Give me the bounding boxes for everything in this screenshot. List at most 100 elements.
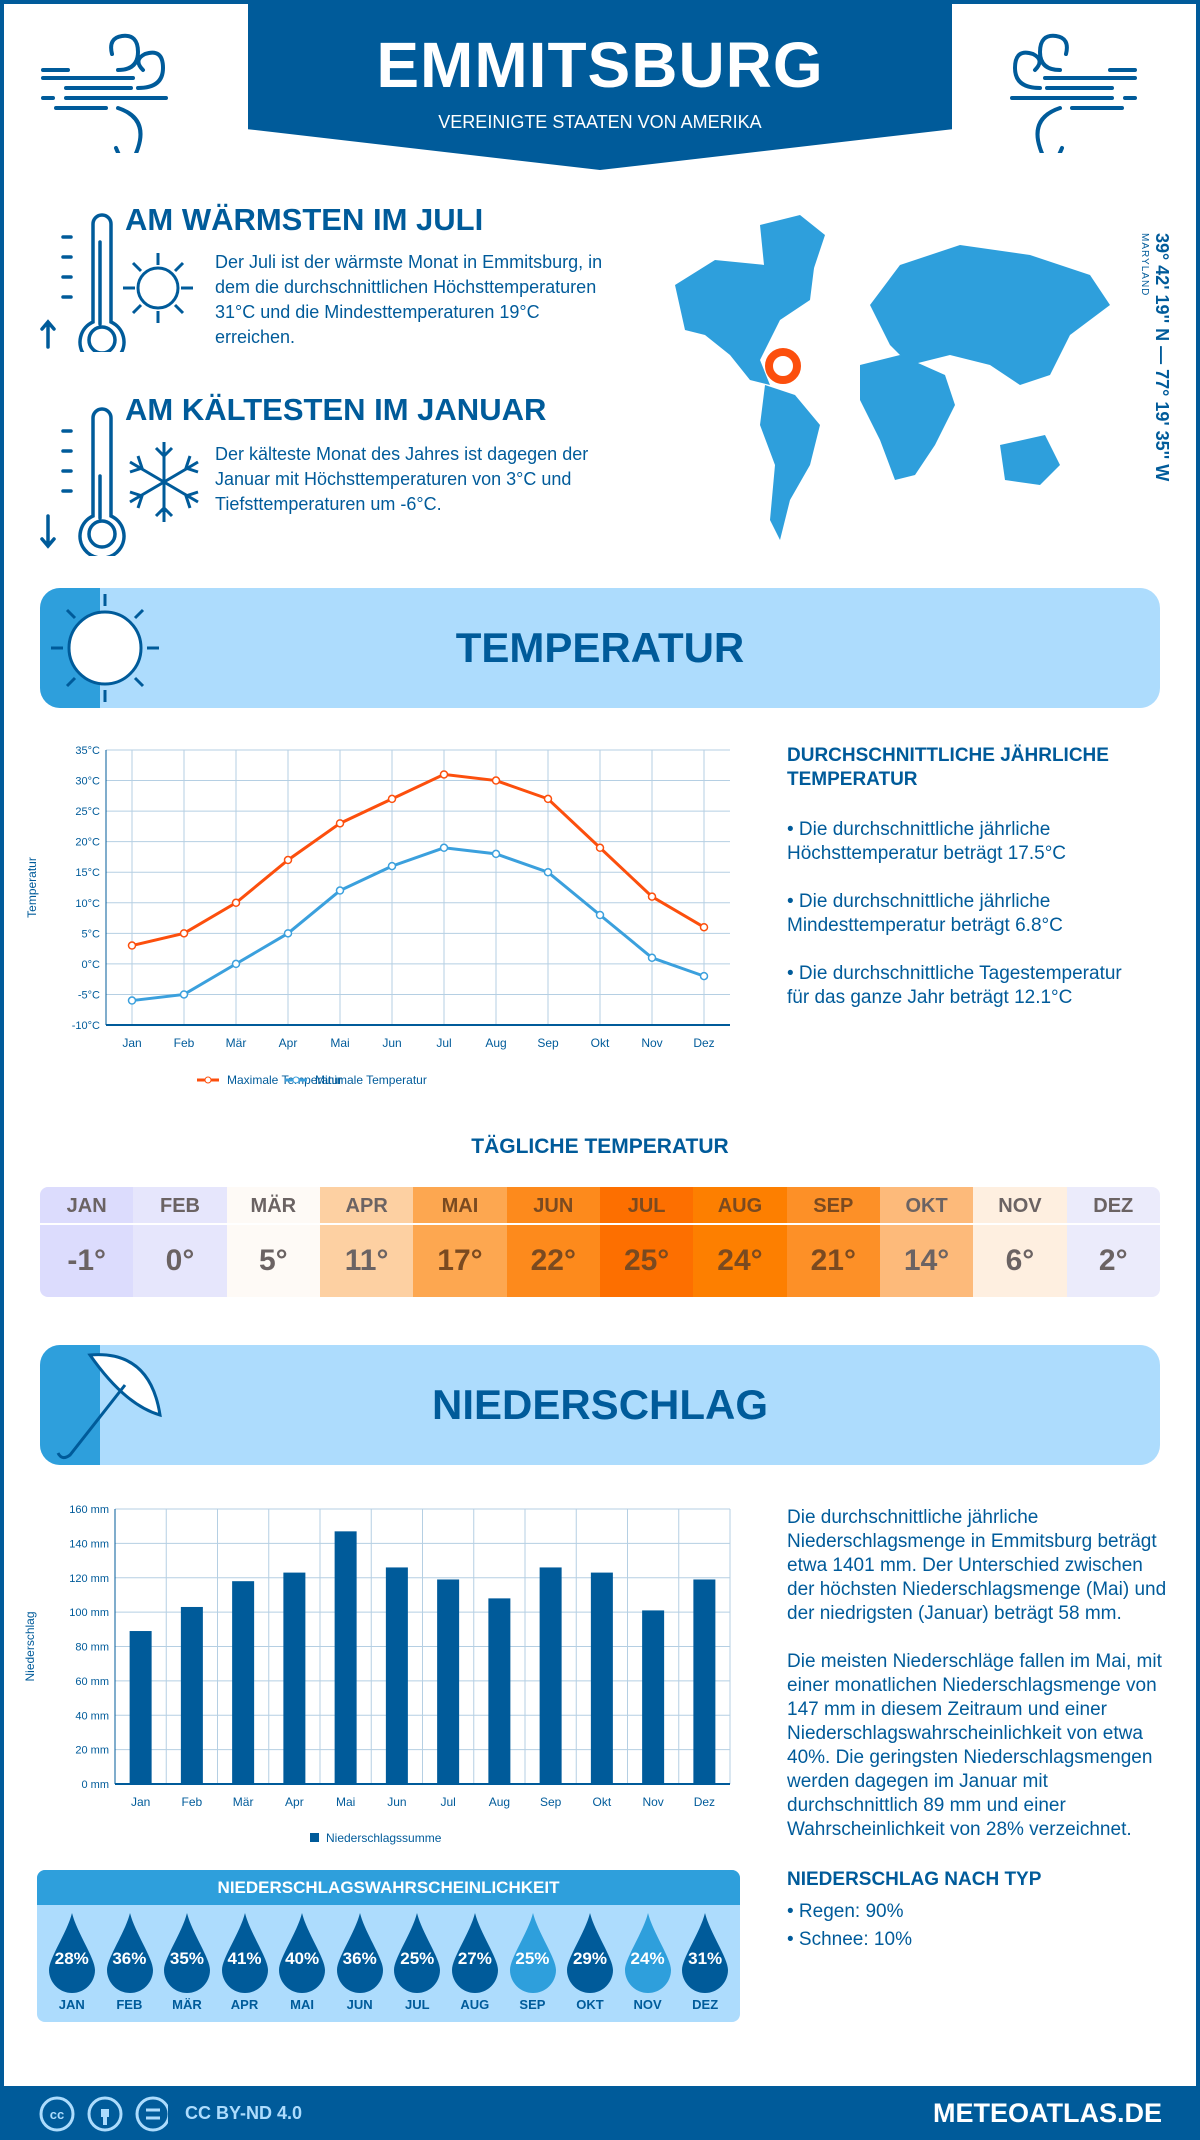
raindrop-icon [279,1913,326,1993]
month-label: JUL [404,1997,430,2012]
raindrop-icon [624,1913,671,1993]
probability-heading: NIEDERSCHLAGSWAHRSCHEINLICHKEIT [37,1870,740,1905]
x-tick-label: Feb [174,1036,195,1050]
data-point [231,959,241,969]
month-label: JUL [599,1187,694,1225]
x-tick-label: Jul [436,1036,451,1050]
month-label: JUN [346,1997,373,2012]
x-tick-label: Nov [641,1036,662,1050]
x-tick-label: Jan [122,1036,141,1050]
temp-value: 2° [1098,1244,1128,1277]
data-point [387,861,397,871]
raindrop-icon [49,1913,95,1993]
temp-value: 14° [903,1244,950,1277]
data-point [127,941,137,950]
probability-drop: 35% MÄR [158,1905,216,2022]
thermometer-up-icon [40,213,126,352]
x-tick-label: Jun [382,1036,401,1050]
x-tick-label: Aug [489,1795,510,1809]
x-tick-label: Jun [387,1795,406,1809]
probability-drop: 27% AUG [446,1905,504,2022]
month-label: NOV [973,1187,1067,1225]
month-label: AUG [693,1187,787,1225]
data-point [491,849,501,859]
region-label: MARYLAND [1139,233,1150,297]
x-tick-label: Dez [694,1795,715,1809]
temp-value: 11° [344,1244,389,1277]
x-tick-label: Mai [336,1795,355,1809]
data-point [439,843,449,853]
y-tick-label: 100 mm [69,1607,109,1619]
sun-icon [123,253,193,323]
month-label: OKT [576,1997,604,2012]
raindrop-icon [394,1913,441,1993]
probability-drop: 41% APR [216,1905,274,2022]
month-label: MAI [290,1997,315,2012]
daily-temperature-table: JAN -1° FEB 0° MÄR 5° APR 11° MAI 17° JUN 22° JUL 25°… [40,1187,1160,1297]
legend-swatch [310,1833,319,1842]
snowflake-icon [129,442,199,522]
y-tick-label: 30°C [75,776,100,788]
license-text[interactable]: CC BY-ND 4.0 [185,2103,303,2123]
data-point [543,794,553,804]
precip-paragraph: Die meisten Niederschläge fallen im Mai,… [787,1651,1162,1840]
probability-value: 31% [688,1949,723,1968]
y-tick-label: 140 mm [69,1538,109,1550]
data-point [647,892,657,901]
data-point [595,910,605,920]
y-axis-title: Temperatur [25,857,39,918]
month-label: SEP [519,1997,546,2012]
temp-value: 5° [258,1244,288,1277]
y-tick-label: 10°C [75,898,100,910]
y-tick-label: -5°C [78,989,100,1001]
legend-marker [292,1076,300,1084]
data-point [387,794,397,804]
raindrop-icon [452,1913,499,1993]
probability-drop: 36% JUN [331,1905,389,2022]
month-label: JAN [40,1187,134,1225]
precipitation-title: NIEDERSCHLAG [431,1381,769,1428]
x-tick-label: Sep [540,1795,562,1809]
temp-value: 21° [810,1244,856,1277]
raindrop-icon [221,1913,268,1993]
raindrop-icon [509,1913,556,1993]
type-heading: NIEDERSCHLAG NACH TYP [787,1869,1042,1890]
type-snow: • Schnee: 10% [787,1929,912,1950]
month-label: DEZ [1066,1187,1160,1225]
probability-value: 36% [342,1949,377,1968]
summary-bullet: • Die durchschnittliche Tagestemperatur … [787,963,1122,1008]
month-label: MÄR [172,1997,202,2012]
probability-value: 28% [54,1949,89,1968]
daily-temp-jun: JUN 22° [506,1187,600,1297]
coldest-text: Der kälteste Monat des Jahres ist dagege… [215,444,589,514]
x-tick-label: Nov [642,1795,663,1809]
bar-mär [232,1581,255,1784]
x-tick-label: Mai [330,1036,349,1050]
month-label: AUG [460,1997,490,2012]
data-point [283,929,293,938]
temperature-title: TEMPERATUR [455,624,745,671]
coordinates: 39° 42' 19'' N — 77° 19' 35'' W [1152,233,1172,482]
daily-temp-jan: JAN -1° [40,1187,134,1297]
data-point [127,996,137,1005]
country-subtitle: VEREINIGTE STAATEN VON AMERIKA [438,112,762,132]
daily-temp-okt: OKT 14° [879,1187,974,1297]
month-label: JAN [58,1997,85,2012]
month-label: FEB [133,1187,227,1225]
data-point [491,776,501,785]
site-link[interactable]: METEOATLAS.DE [933,2098,1162,2128]
cc-license-icons[interactable]: cc [38,2095,168,2133]
bar-jan [129,1631,152,1784]
daily-temp-feb: FEB 0° [133,1187,227,1297]
data-point [595,843,605,853]
bar-jul [437,1579,460,1784]
month-label: FEB [116,1997,143,2012]
data-point [699,971,709,981]
bar-dez [693,1579,716,1784]
probability-value: 25% [515,1949,550,1968]
temperature-summary: DURCHSCHNITTLICHE JÄHRLICHE TEMPERATUR •… [787,744,1147,1010]
probability-drop: 25% JUL [388,1905,446,2022]
data-point [647,953,657,963]
month-label: SEP [786,1187,880,1225]
world-map [675,215,1110,540]
